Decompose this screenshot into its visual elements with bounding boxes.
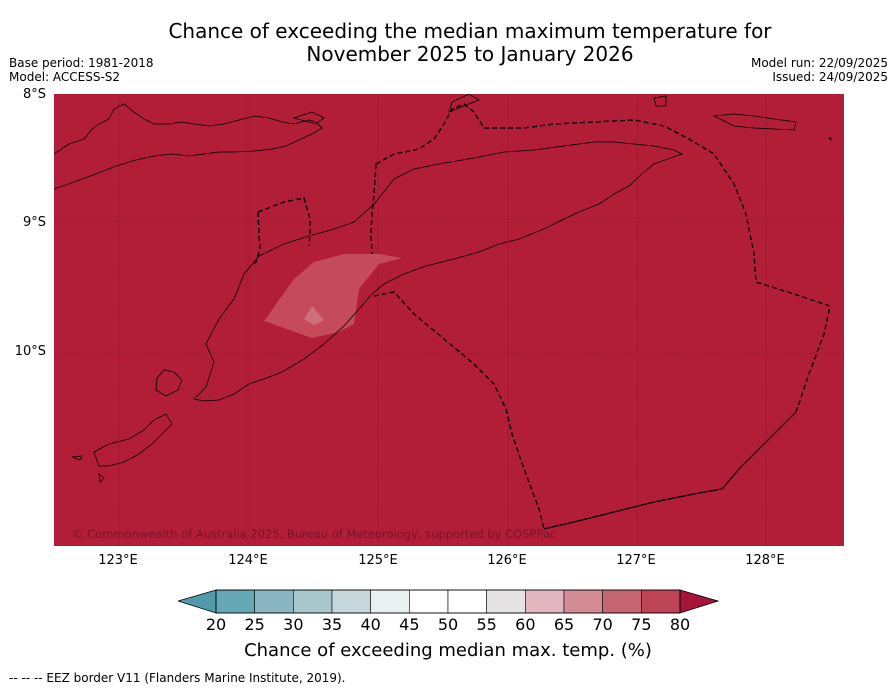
base-period: Base period: 1981-2018: [9, 56, 154, 70]
colorbar-cell: [215, 589, 255, 614]
probability-patch-outer: [264, 254, 402, 338]
lon-label-124e: 124°E: [228, 553, 268, 568]
lat-label-9s: 9°S: [22, 215, 46, 230]
lon-label-126e: 126°E: [487, 553, 527, 568]
colorbar-cell: [641, 589, 681, 614]
colorbar-tick-label: 55: [476, 615, 497, 634]
probability-patch-inner: [304, 306, 324, 325]
meta-right: Model run: 22/09/2025 Issued: 24/09/2025: [751, 56, 888, 84]
title-line-1: Chance of exceeding the median maximum t…: [168, 19, 772, 43]
lat-label-10s: 10°S: [14, 344, 46, 359]
colorbar-frame: [215, 589, 681, 614]
map-panel: © Commonwealth of Australia 2025, Bureau…: [54, 94, 844, 546]
islet-1: [98, 473, 105, 483]
coastlines: [54, 94, 832, 483]
northern-islands-coastline: [54, 103, 323, 190]
colorbar-cell: [563, 589, 603, 614]
colorbar-cell: [331, 589, 371, 614]
colorbar-cell: [370, 589, 410, 614]
colorbar-over-arrow: [679, 589, 720, 614]
sw-island-coastline: [93, 413, 173, 467]
colorbar-tick-label: 65: [553, 615, 575, 634]
issued-date: Issued: 24/09/2025: [772, 70, 888, 84]
colorbar-cell: [447, 589, 487, 614]
colorbar-cell: [602, 589, 642, 614]
colorbar-tick-label: 70: [592, 615, 613, 634]
eez-border-west: [257, 197, 311, 247]
model-name: Model: ACCESS-S2: [9, 70, 121, 84]
wetar-coastline: [448, 94, 480, 113]
colorbar-tick-label: 20: [205, 615, 227, 634]
islet-2: [828, 137, 832, 141]
colorbar-tick-label: 40: [360, 615, 381, 634]
rote-coastline: [155, 369, 183, 397]
colorbar-cell: [293, 589, 333, 614]
colorbar-tick-label: 25: [244, 615, 265, 634]
sabu-coastline: [71, 455, 83, 461]
colorbar-tick-label: 80: [669, 615, 691, 634]
colorbar-cell: [486, 589, 526, 614]
eez-border-north: [375, 103, 831, 413]
colorbar: [176, 589, 720, 619]
eez-border-south: [373, 291, 545, 530]
colorbar-label: Chance of exceeding median max. temp. (%…: [244, 640, 652, 661]
lon-label-128e: 128°E: [745, 553, 785, 568]
colorbar-tick-label: 35: [321, 615, 343, 634]
lon-label-127e: 127°E: [616, 553, 656, 568]
eez-border-oecusse: [253, 211, 261, 267]
colorbar-tick-label: 30: [283, 615, 304, 634]
gridlines: [54, 94, 844, 546]
island-north-2: [712, 113, 797, 131]
colorbar-cell: [254, 589, 294, 614]
chart-title: Chance of exceeding the median maximum t…: [120, 20, 820, 66]
colorbar-tick-label: 50: [437, 615, 459, 634]
copyright-notice: © Commonwealth of Australia 2025, Bureau…: [72, 527, 556, 541]
colorbar-cell: [409, 589, 449, 614]
island-north-1: [653, 95, 667, 107]
colorbar-under-arrow: [176, 589, 217, 614]
eez-boundary-southeast: [543, 411, 797, 530]
eez-borders: [253, 103, 831, 530]
timor-coastline: [193, 141, 684, 402]
model-run: Model run: 22/09/2025: [750, 56, 888, 70]
lat-label-8s: 8°S: [22, 87, 46, 102]
colorbar-tick-label: 75: [631, 615, 652, 634]
meta-left: Base period: 1981-2018 Model: ACCESS-S2: [9, 56, 154, 84]
footer-note: -- -- -- EEZ border V11 (Flanders Marine…: [9, 671, 346, 685]
colorbar-tick-label: 60: [515, 615, 536, 634]
map-background: [54, 94, 844, 546]
title-line-2: November 2025 to January 2026: [306, 42, 634, 66]
lon-label-123e: 123°E: [98, 553, 138, 568]
lon-label-125e: 125°E: [358, 553, 398, 568]
colorbar-tick-label: 45: [399, 615, 420, 634]
island-wetar-1: [292, 111, 325, 125]
colorbar-cell: [525, 589, 565, 614]
eez-border-timor-gap: [370, 163, 377, 255]
colorbar-cells: [215, 589, 681, 614]
